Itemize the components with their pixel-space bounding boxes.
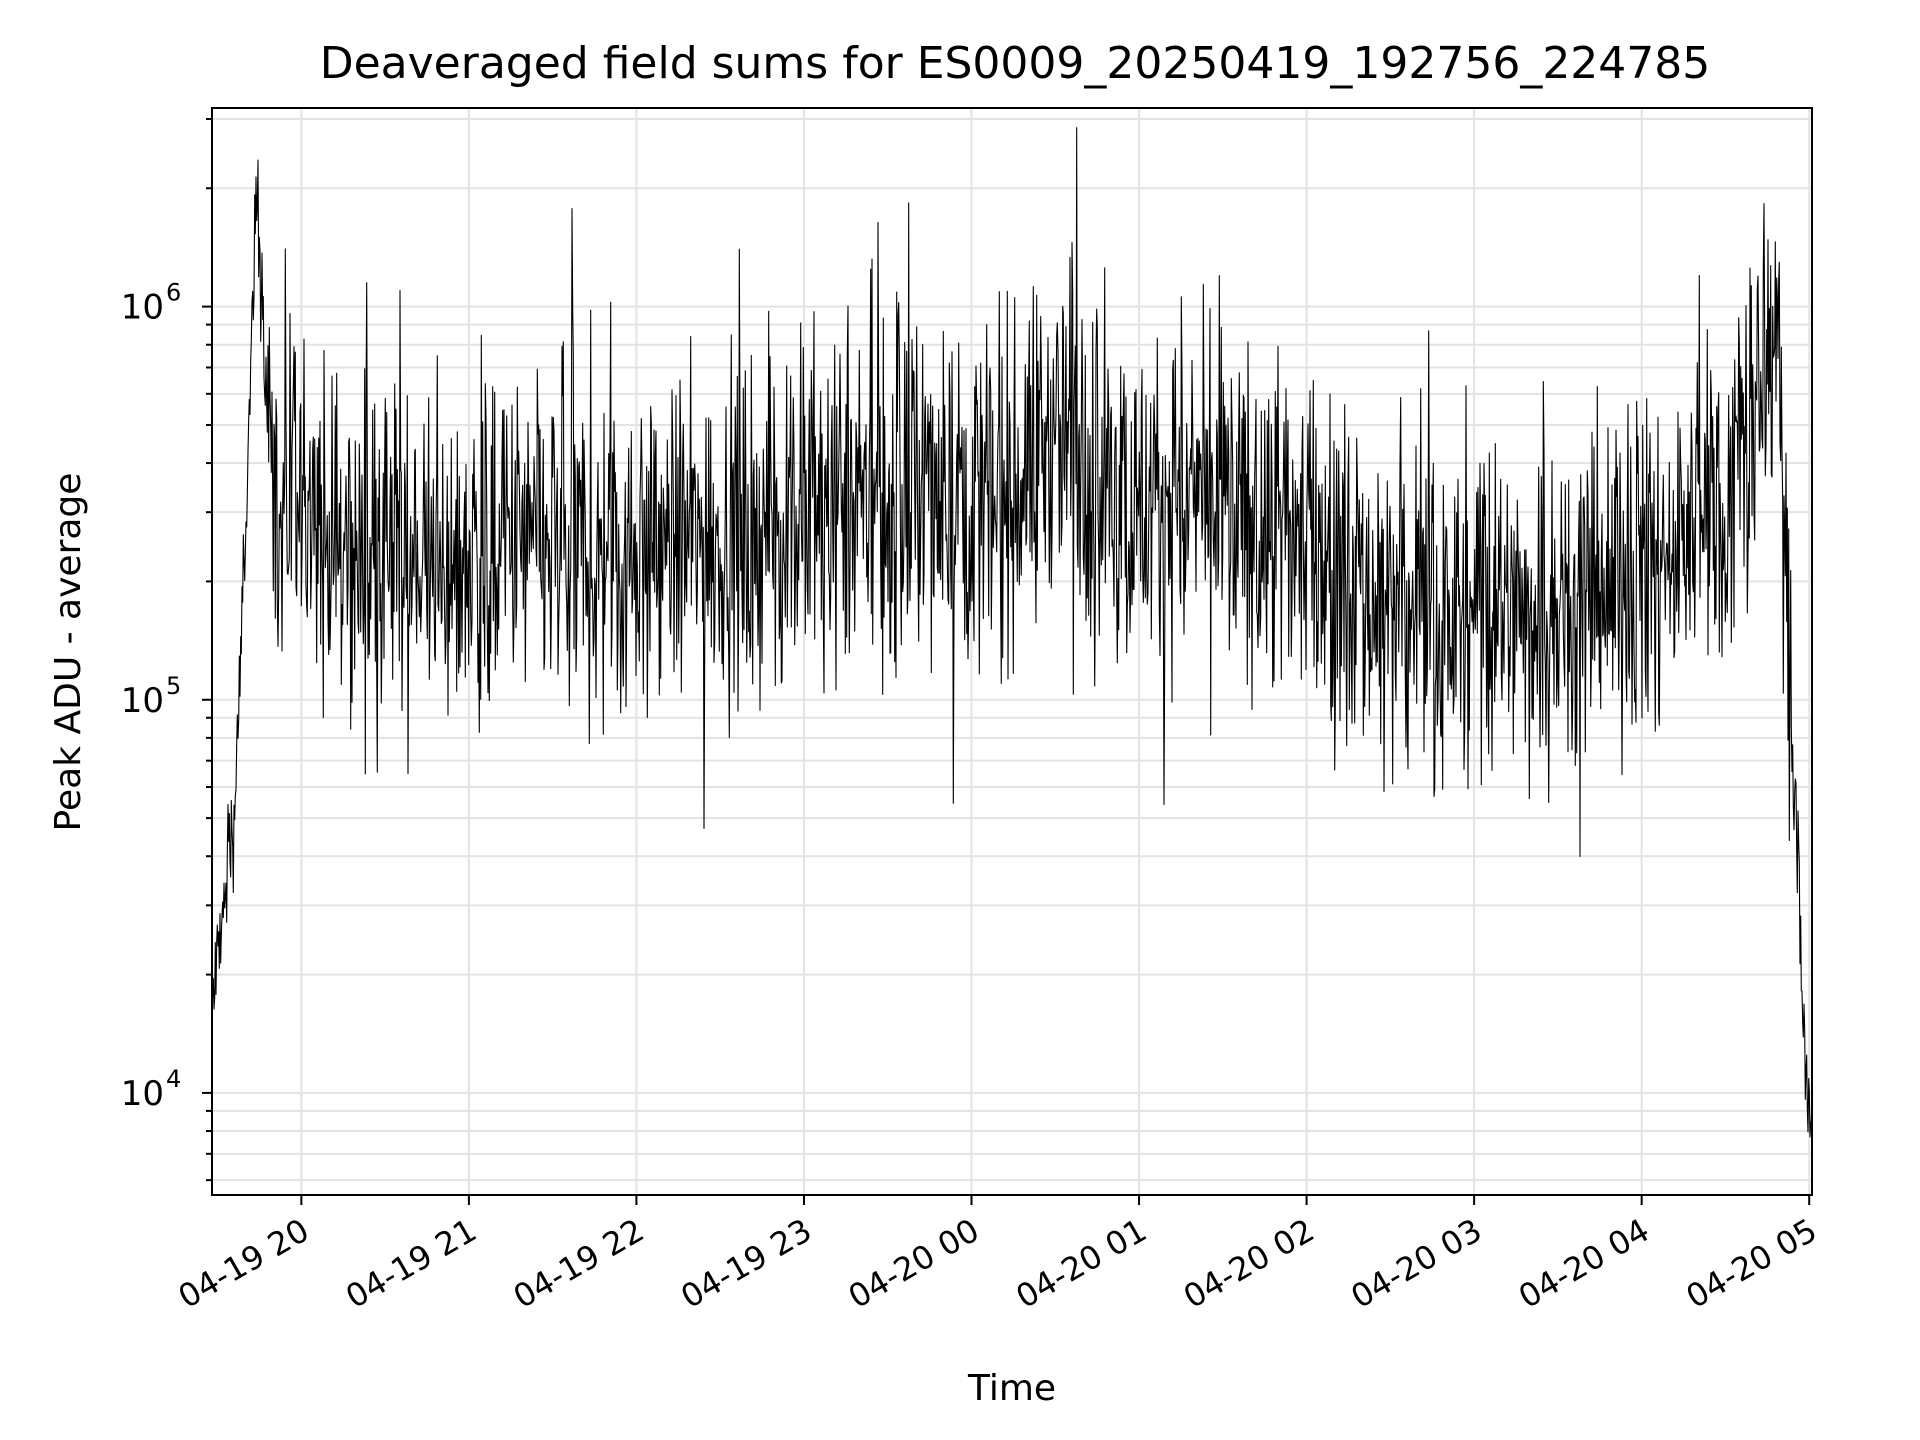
grid-lines <box>212 108 1812 1195</box>
plot-frame <box>211 107 1813 1196</box>
y-tick-exponent: 4 <box>166 1065 181 1093</box>
x-tick-label: 04-19 23 <box>674 1211 818 1316</box>
y-axis-label: Peak ADU - average <box>48 473 89 832</box>
x-tick-label: 04-20 03 <box>1345 1211 1489 1316</box>
x-tick-label: 04-20 00 <box>842 1211 986 1316</box>
y-tick-label: 10 <box>121 681 164 721</box>
series-layer <box>211 127 1813 1138</box>
series-line <box>211 127 1813 1138</box>
x-tick-label: 04-20 02 <box>1177 1211 1321 1316</box>
x-tick-label: 04-20 04 <box>1512 1211 1656 1316</box>
x-axis-ticks: 04-19 20 04-19 21 04-19 22 04-19 23 04-20 00… <box>172 1195 1823 1316</box>
x-axis-label: Time <box>967 1368 1056 1409</box>
x-tick-label: 04-19 20 <box>172 1211 316 1316</box>
chart-title: Deaveraged field sums for ES0009_2025041… <box>320 38 1711 89</box>
y-tick-label: 10 <box>121 1074 164 1114</box>
x-tick-label: 04-19 22 <box>507 1211 651 1316</box>
x-tick-label: 04-20 05 <box>1680 1211 1824 1316</box>
x-tick-label: 04-20 01 <box>1009 1211 1153 1316</box>
y-tick-label: 10 <box>121 288 164 328</box>
y-tick-exponent: 5 <box>166 672 181 700</box>
y-tick-exponent: 6 <box>166 279 181 307</box>
x-tick-label: 04-19 21 <box>339 1211 483 1316</box>
